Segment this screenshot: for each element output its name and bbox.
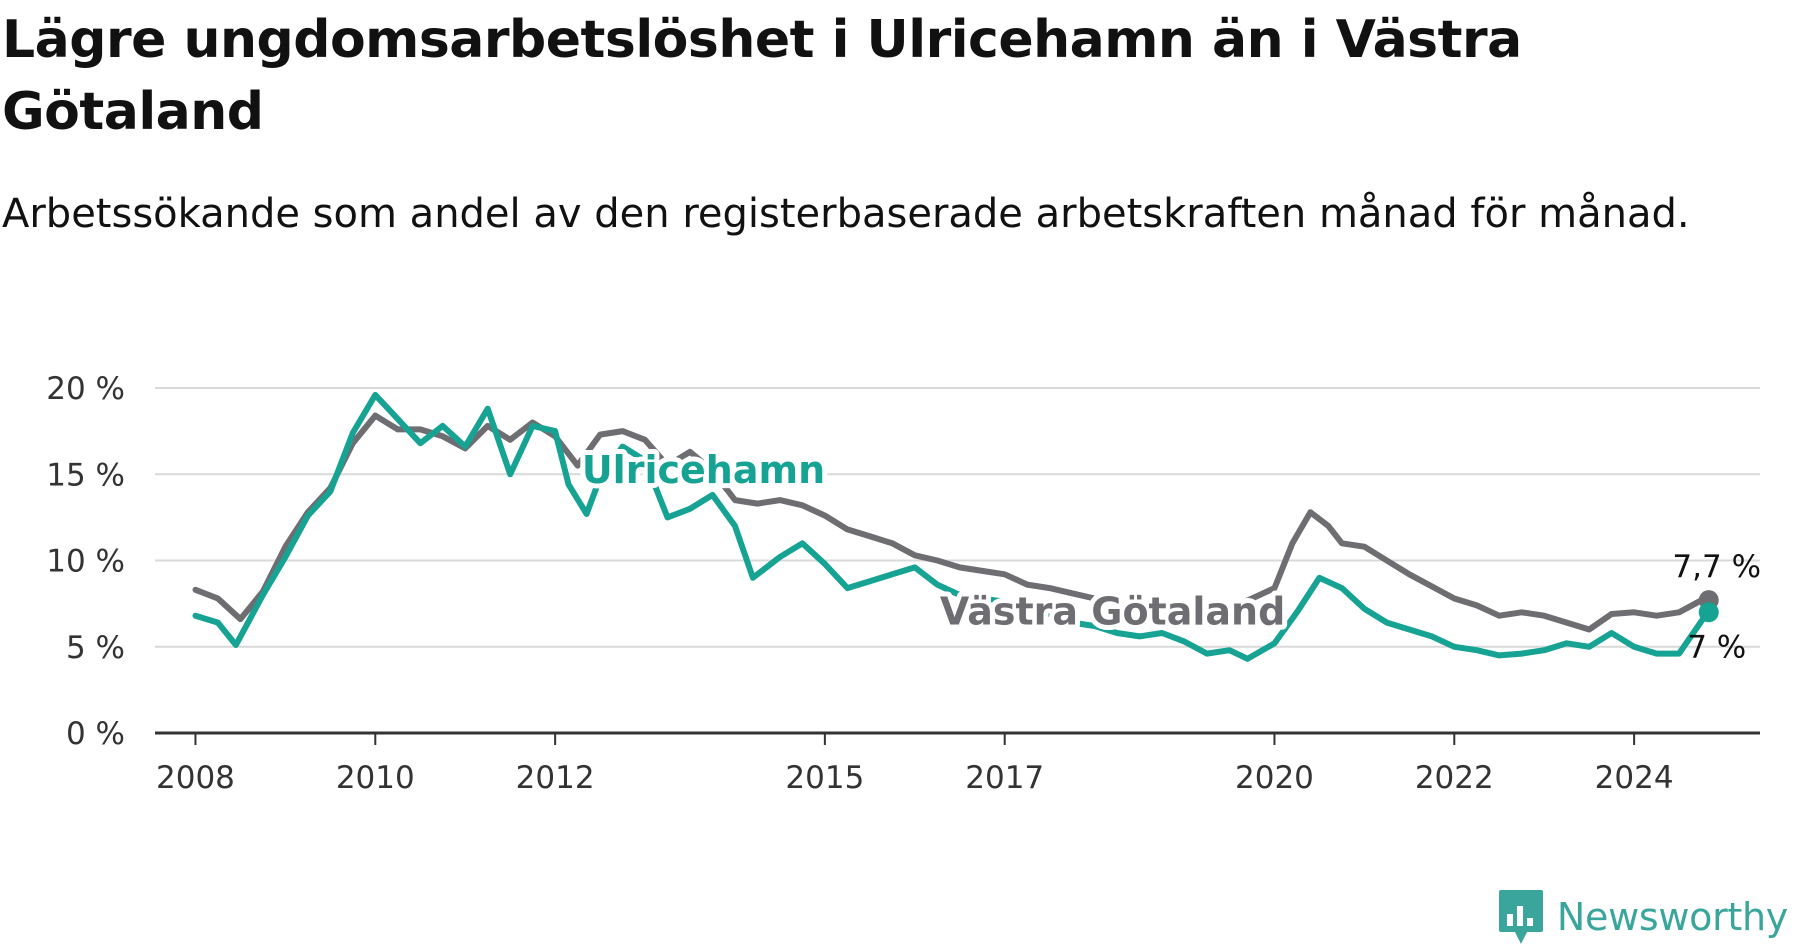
x-tick-label: 2008 xyxy=(156,760,235,796)
x-tick-label: 2015 xyxy=(785,760,864,796)
y-tick-label: 10 % xyxy=(46,544,125,580)
series-end-label: 7,7 % xyxy=(1672,549,1761,585)
y-tick-label: 5 % xyxy=(66,630,125,666)
series-line xyxy=(192,412,1712,633)
x-tick-label: 2012 xyxy=(516,760,595,796)
y-tick-label: 15 % xyxy=(46,457,125,493)
chart-subtitle: Arbetssökande som andel av den registerb… xyxy=(2,191,1690,237)
x-tick-label: 2022 xyxy=(1415,760,1494,796)
brand-logo: Newsworthy xyxy=(1497,888,1788,946)
y-tick-label: 20 % xyxy=(46,371,125,407)
series-label-ulricehamn: Ulricehamn xyxy=(582,448,825,492)
y-tick-label: 0 % xyxy=(66,716,125,752)
series-line xyxy=(192,391,1712,662)
series-end-label: 7 % xyxy=(1687,629,1746,665)
series-label-vastra-gotaland: Västra Götaland xyxy=(940,589,1285,633)
x-tick-label: 2017 xyxy=(965,760,1044,796)
x-tick-label: 2024 xyxy=(1595,760,1674,796)
newsworthy-logo-icon xyxy=(1498,890,1543,944)
brand-name: Newsworthy xyxy=(1556,895,1788,939)
x-tick-label: 2010 xyxy=(336,760,415,796)
chart-title: Lägre ungdomsarbetslöshet i Ulricehamn ä… xyxy=(2,10,1522,142)
x-tick-label: 2020 xyxy=(1235,760,1314,796)
series-end-marker xyxy=(1698,602,1719,623)
